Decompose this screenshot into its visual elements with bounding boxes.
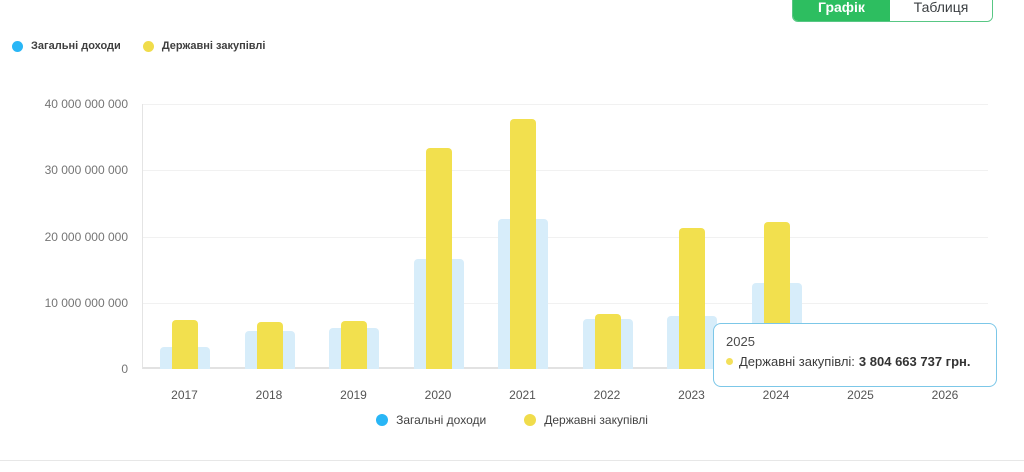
tab-table[interactable]: Таблиця bbox=[890, 0, 992, 21]
x-axis-label-2017: 2017 bbox=[171, 388, 198, 402]
bar-2020-procurement[interactable] bbox=[425, 147, 452, 369]
plot-area bbox=[142, 104, 988, 369]
x-axis-label-2018: 2018 bbox=[255, 388, 283, 402]
tooltip-value: 3 804 663 737 грн. bbox=[858, 354, 971, 369]
bar-2022-procurement[interactable] bbox=[594, 314, 621, 369]
bottom-divider bbox=[0, 460, 1024, 461]
legend-label: Державні закупівлі bbox=[161, 40, 266, 52]
legend-dot-icon bbox=[12, 40, 23, 52]
bar-2023-procurement[interactable] bbox=[679, 227, 706, 369]
y-axis-tick-label: 20 000 000 000 bbox=[44, 229, 128, 244]
x-axis-label-2026: 2026 bbox=[931, 388, 959, 402]
bar-2021-procurement[interactable] bbox=[510, 119, 537, 369]
legend-item-procurement[interactable]: Державні закупівлі bbox=[524, 413, 648, 427]
bar-2017-procurement[interactable] bbox=[172, 319, 199, 369]
legend-label: Загальні доходи bbox=[31, 40, 121, 52]
x-axis-label-2024: 2024 bbox=[762, 388, 790, 402]
bar-2019-procurement[interactable] bbox=[341, 321, 368, 369]
legend-label: Загальні доходи bbox=[396, 413, 487, 427]
x-axis-label-2022: 2022 bbox=[593, 388, 621, 402]
legend-top: Загальні доходи Державні закупівлі bbox=[12, 40, 265, 52]
x-axis-label-2020: 2020 bbox=[424, 388, 452, 402]
gridline bbox=[143, 236, 988, 238]
legend-item-revenues[interactable]: Загальні доходи bbox=[376, 413, 486, 427]
legend-dot-icon bbox=[142, 40, 154, 52]
tab-chart[interactable]: Графік bbox=[793, 0, 890, 21]
gridline bbox=[143, 302, 988, 304]
y-axis-tick-label: 0 bbox=[121, 362, 128, 376]
legend-bottom: Загальні доходи Державні закупівлі bbox=[0, 413, 1024, 427]
legend-item-revenues[interactable]: Загальні доходи bbox=[12, 40, 121, 52]
x-axis-label-2019: 2019 bbox=[340, 388, 367, 402]
gridline bbox=[143, 104, 988, 105]
tooltip-row: Державні закупівлі: 3 804 663 737 грн. bbox=[726, 354, 984, 369]
legend-item-procurement[interactable]: Державні закупівлі bbox=[142, 40, 266, 52]
y-axis-tick-label: 30 000 000 000 bbox=[44, 163, 128, 178]
y-axis-tick-label: 40 000 000 000 bbox=[44, 97, 128, 111]
x-axis-label-2023: 2023 bbox=[678, 388, 705, 402]
gridline bbox=[143, 170, 988, 172]
legend-dot-icon bbox=[376, 414, 389, 426]
legend-dot-icon bbox=[524, 414, 537, 426]
chart-tooltip: 2025 Державні закупівлі: 3 804 663 737 г… bbox=[713, 323, 997, 387]
legend-label: Державні закупівлі bbox=[544, 413, 648, 427]
x-axis-line bbox=[143, 367, 988, 369]
tooltip-year: 2025 bbox=[726, 334, 755, 349]
x-axis-label-2021: 2021 bbox=[509, 388, 536, 402]
y-axis-tick-label: 10 000 000 000 bbox=[44, 295, 128, 310]
x-axis-label-2025: 2025 bbox=[847, 388, 874, 402]
view-toggle: Графік Таблиця bbox=[792, 0, 993, 22]
tooltip-series-label: Державні закупівлі: bbox=[739, 354, 855, 369]
series-dot-icon bbox=[726, 358, 733, 365]
bar-2018-procurement[interactable] bbox=[256, 321, 283, 369]
